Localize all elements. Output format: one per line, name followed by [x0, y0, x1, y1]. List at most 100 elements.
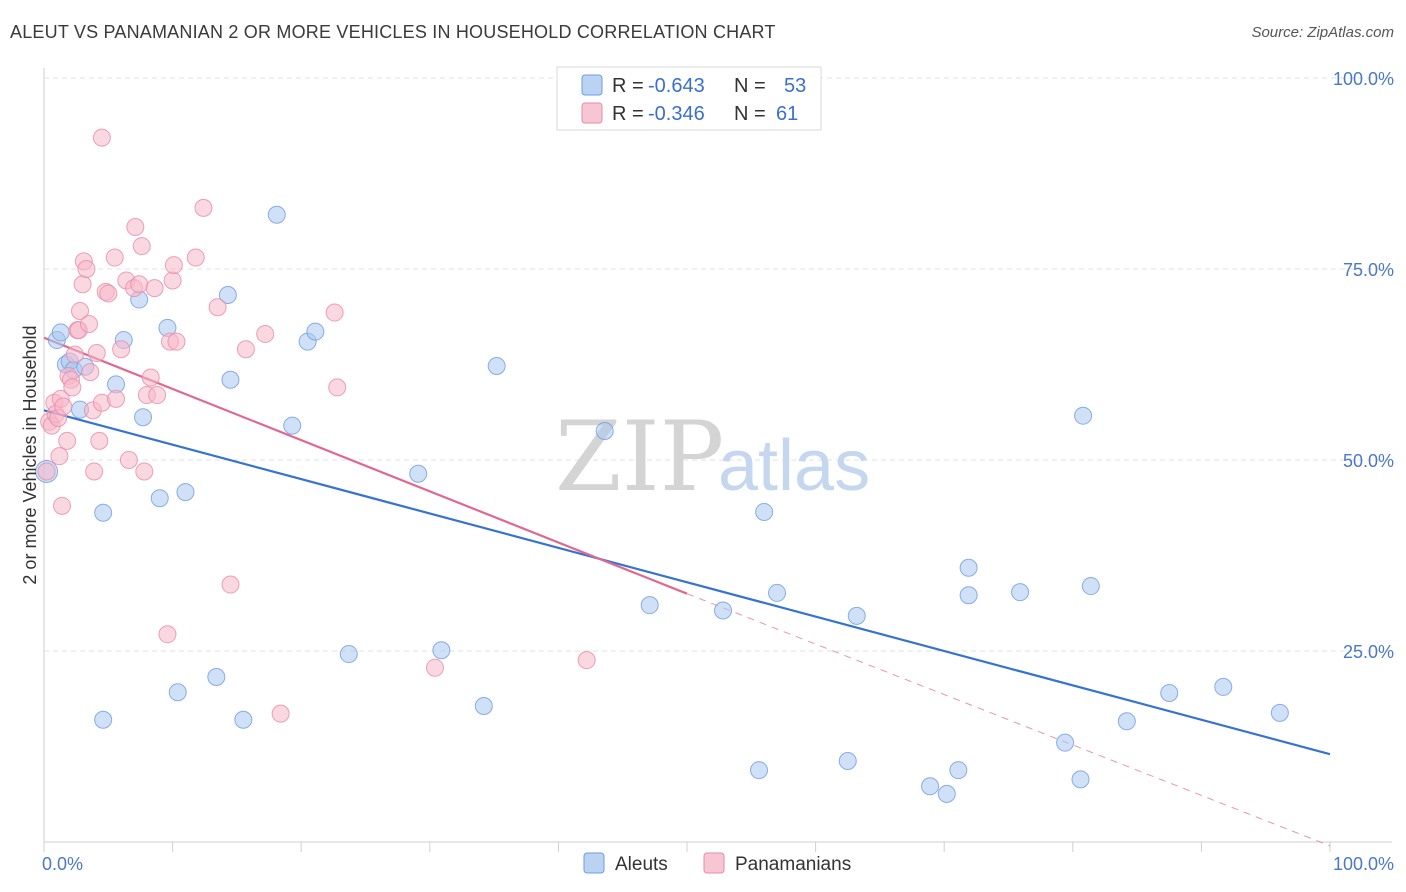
point-panamanians-31 [112, 340, 131, 359]
legend: R = -0.643 N = 53 R = -0.346 N = 61 [556, 66, 822, 131]
axes [43, 68, 1392, 852]
point-aleuts-19 [218, 285, 237, 304]
grid-lines [44, 77, 1392, 652]
point-panamanians-42 [148, 386, 167, 405]
point-panamanians-33 [119, 451, 138, 469]
point-panamanians-12 [63, 378, 82, 397]
source-label: Source: ZipAtlas.com [1251, 24, 1394, 41]
point-panamanians-53 [256, 324, 275, 343]
point-panamanians-55 [325, 303, 344, 322]
point-aleuts-46 [1071, 770, 1090, 789]
point-panamanians-21 [81, 363, 100, 382]
point-aleuts-8 [94, 503, 113, 522]
legend-n-label-aleuts: N = [734, 75, 766, 97]
data-points [35, 128, 1289, 803]
point-panamanians-40 [141, 368, 160, 387]
point-panamanians-30 [107, 389, 126, 408]
point-panamanians-58 [577, 651, 596, 670]
point-panamanians-48 [186, 248, 205, 267]
legend-swatch-aleuts [581, 74, 603, 96]
point-aleuts-51 [1214, 677, 1233, 696]
legend-r-value-panamanians: -0.346 [648, 103, 705, 125]
point-aleuts-30 [487, 357, 506, 376]
series-panamanians [37, 128, 596, 723]
point-aleuts-43 [959, 558, 978, 577]
trend-line-aleuts [43, 409, 1331, 756]
point-aleuts-14 [150, 489, 169, 508]
point-aleuts-39 [921, 777, 940, 796]
point-aleuts-41 [949, 761, 968, 780]
point-panamanians-24 [87, 344, 106, 363]
point-panamanians-43 [158, 625, 177, 644]
point-panamanians-13 [65, 345, 84, 364]
point-panamanians-57 [425, 658, 444, 677]
point-aleuts-21 [234, 710, 253, 729]
point-panamanians-45 [163, 271, 182, 290]
legend-n-label-panamanians: N = [734, 103, 766, 125]
y-axis-title: 2 or more Vehicles in Household [20, 325, 40, 584]
point-panamanians-20 [80, 315, 99, 334]
x-tick-label-max: 100.0% [1333, 854, 1394, 874]
bottom-legend-swatch-aleuts [583, 852, 605, 874]
point-aleuts-33 [714, 601, 733, 620]
legend-n-value-aleuts: 53 [784, 75, 806, 97]
point-aleuts-17 [176, 483, 195, 502]
point-aleuts-9 [94, 710, 113, 729]
point-aleuts-37 [838, 752, 857, 771]
legend-r-value-aleuts: -0.643 [648, 75, 705, 97]
y-tick-labels: 25.0% 50.0% 75.0% 100.0% [1333, 69, 1394, 662]
point-panamanians-56 [328, 378, 347, 397]
point-aleuts-50 [1160, 684, 1179, 703]
point-aleuts-12 [134, 408, 153, 427]
point-aleuts-40 [937, 784, 956, 803]
legend-r-label-aleuts: R = [612, 75, 644, 97]
chart-title: ALEUT VS PANAMANIAN 2 OR MORE VEHICLES I… [10, 22, 776, 42]
point-aleuts-49 [1117, 712, 1136, 731]
point-panamanians-51 [221, 575, 240, 594]
point-aleuts-18 [207, 667, 226, 686]
x-tick-labels: 0.0% 100.0% [42, 854, 1394, 874]
point-aleuts-45 [1056, 733, 1075, 752]
legend-r-label-panamanians: R = [612, 103, 644, 125]
point-aleuts-22 [267, 205, 286, 224]
point-panamanians-23 [85, 462, 104, 481]
point-aleuts-31 [595, 421, 614, 440]
point-aleuts-34 [750, 761, 769, 780]
point-aleuts-25 [306, 322, 325, 341]
y-tick-label-100: 100.0% [1333, 69, 1394, 89]
point-aleuts-26 [339, 645, 358, 664]
legend-swatch-panamanians [581, 102, 603, 124]
bottom-legend: Aleuts Panamanians [583, 852, 851, 875]
y-tick-label-50: 50.0% [1343, 451, 1394, 471]
bottom-legend-label-aleuts: Aleuts [615, 854, 668, 875]
series-aleuts [35, 205, 1289, 803]
point-panamanians-49 [194, 198, 213, 217]
watermark-zip: ZIP [555, 401, 724, 513]
point-panamanians-54 [271, 704, 290, 723]
watermark: ZIP atlas [555, 401, 870, 513]
point-panamanians-59 [92, 128, 111, 147]
bottom-legend-label-panamanians: Panamanians [735, 854, 851, 875]
point-panamanians-52 [236, 340, 255, 359]
point-aleuts-32 [640, 596, 659, 615]
point-panamanians-8 [53, 496, 72, 515]
point-aleuts-20 [221, 370, 240, 389]
point-panamanians-0 [37, 462, 56, 481]
point-panamanians-17 [73, 275, 92, 294]
point-panamanians-28 [99, 284, 118, 303]
point-panamanians-29 [105, 248, 124, 267]
point-aleuts-44 [1011, 583, 1030, 602]
point-aleuts-35 [755, 502, 774, 521]
point-aleuts-29 [474, 697, 493, 716]
legend-n-value-panamanians: 61 [776, 103, 798, 125]
point-aleuts-42 [959, 586, 978, 605]
point-panamanians-37 [132, 237, 151, 256]
point-aleuts-36 [768, 583, 787, 602]
point-panamanians-9 [58, 431, 77, 450]
y-tick-label-75: 75.0% [1343, 260, 1394, 280]
point-aleuts-16 [168, 683, 187, 702]
x-tick-label-min: 0.0% [42, 854, 83, 874]
point-panamanians-25 [90, 431, 109, 450]
point-aleuts-48 [1081, 577, 1100, 596]
